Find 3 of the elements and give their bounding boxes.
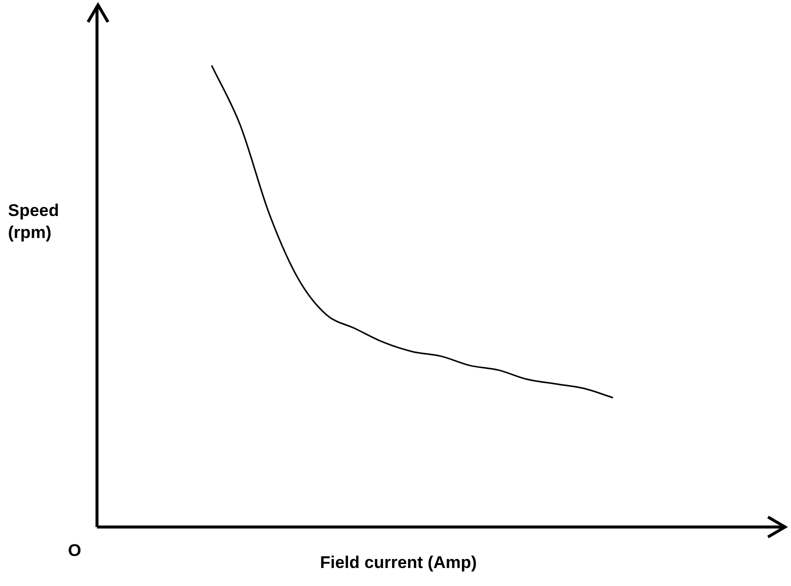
x-axis-title: Field current (Amp) — [320, 552, 477, 574]
y-axis-title: Speed (rpm) — [8, 200, 60, 244]
text: O — [68, 540, 82, 562]
